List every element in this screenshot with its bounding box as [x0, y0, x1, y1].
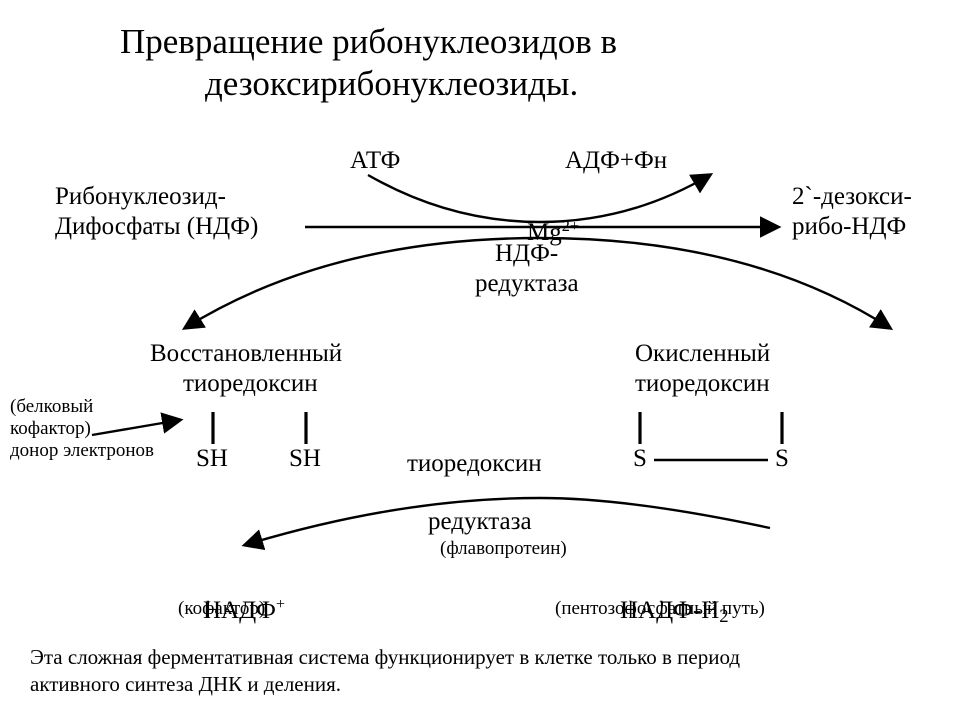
arrow-atp-adp	[368, 175, 710, 222]
arrow-nadp-arc	[245, 498, 770, 545]
diagram-stage: Превращение рибонуклеозидов в дезоксириб…	[0, 0, 960, 720]
arrows-layer	[0, 0, 960, 720]
arrow-cofactor	[92, 420, 180, 435]
arrow-thioredoxin-arc	[185, 238, 890, 328]
